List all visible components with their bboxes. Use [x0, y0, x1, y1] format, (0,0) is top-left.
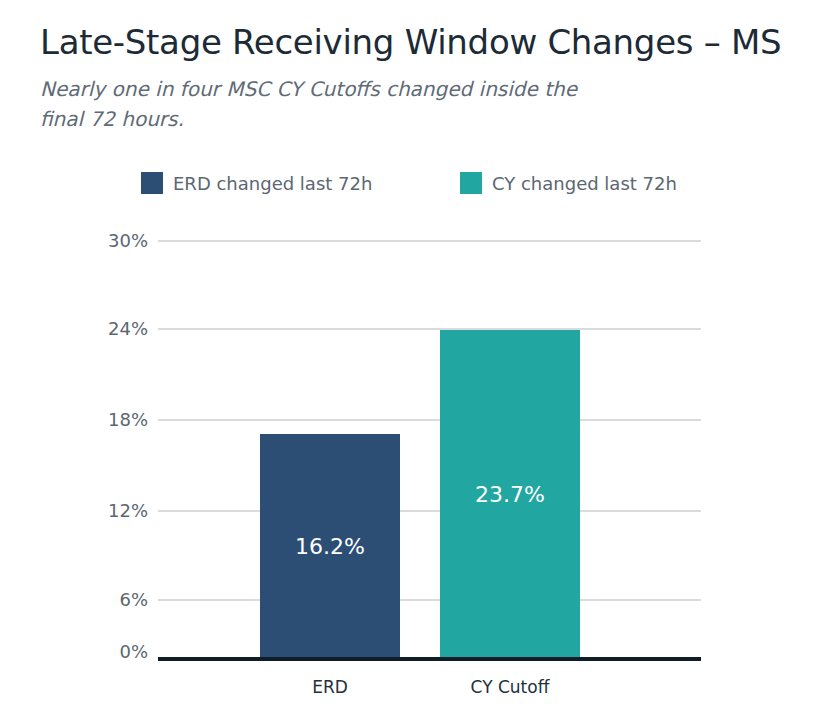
y-axis-tick-label: 24% — [58, 318, 148, 339]
y-axis-tick-label: 12% — [58, 500, 148, 521]
gridline-12pct — [158, 510, 701, 512]
chart-canvas: Late-Stage Receiving Window Changes – MS… — [0, 0, 840, 720]
bar-erd: 16.2% — [260, 434, 400, 659]
bar-cy-cutoff: 23.7% — [440, 330, 580, 659]
y-axis-tick-label: 30% — [58, 230, 148, 251]
gridline-18pct — [158, 419, 701, 421]
gridline-6pct — [158, 599, 701, 601]
gridline-30pct — [158, 240, 701, 242]
x-axis-line — [158, 657, 701, 661]
bar-value-label: 16.2% — [295, 534, 365, 559]
x-axis-category-label-cy-cutoff: CY Cutoff — [430, 677, 590, 697]
gridline-24pct — [158, 328, 701, 330]
bar-value-label: 23.7% — [475, 482, 545, 507]
x-axis-category-label-erd: ERD — [250, 677, 410, 697]
y-axis-tick-label: 18% — [58, 409, 148, 430]
bar-chart-plot-area: 30% 24% 18% 12% 6% 0% 16.2% 23.7% ERD CY Cutoff — [0, 0, 840, 720]
y-axis-tick-label: 6% — [58, 589, 148, 610]
y-axis-tick-label: 0% — [58, 641, 148, 662]
